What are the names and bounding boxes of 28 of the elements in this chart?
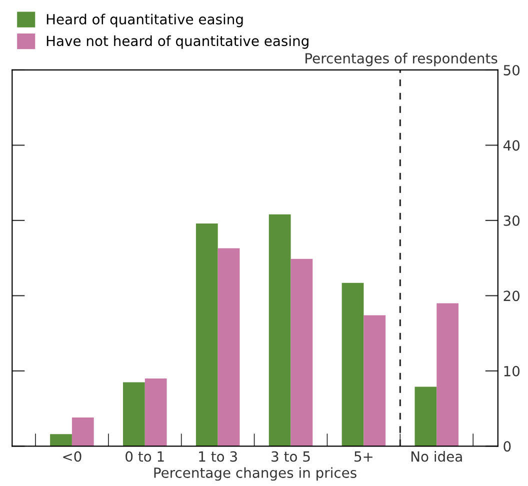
bar: [218, 248, 240, 446]
y-tick-label: 10: [504, 366, 520, 376]
bar: [342, 282, 364, 446]
x-tick-label: 3 to 5: [272, 451, 310, 462]
bar: [196, 223, 218, 446]
y-tick-label: 30: [504, 215, 520, 226]
legend-label: Have not heard of quantitative easing: [46, 35, 308, 49]
legend-label: Heard of quantitative easing: [46, 14, 243, 28]
bar: [50, 434, 72, 446]
bar: [144, 378, 167, 446]
x-axis-title: Percentage changes in prices: [154, 467, 356, 481]
x-tick-label: 1 to 3: [199, 451, 237, 462]
bar: [268, 214, 291, 446]
bar: [436, 303, 459, 446]
y-tick-label: 40: [503, 140, 520, 151]
bar: [123, 382, 145, 446]
y-tick-label: 50: [504, 64, 520, 76]
bar: [414, 386, 437, 446]
bar: [290, 258, 313, 446]
x-tick-label: 0 to 1: [126, 451, 164, 462]
x-tick-label: 5+: [354, 451, 372, 462]
bar: [364, 315, 386, 446]
x-tick-label: No idea: [411, 451, 462, 462]
bar: [72, 418, 94, 446]
y-tick-label: 20: [504, 290, 520, 302]
y-axis-title: Percentages of respondents: [306, 52, 498, 66]
x-tick-label: <0: [63, 451, 82, 462]
y-tick-label: 0: [504, 441, 511, 452]
